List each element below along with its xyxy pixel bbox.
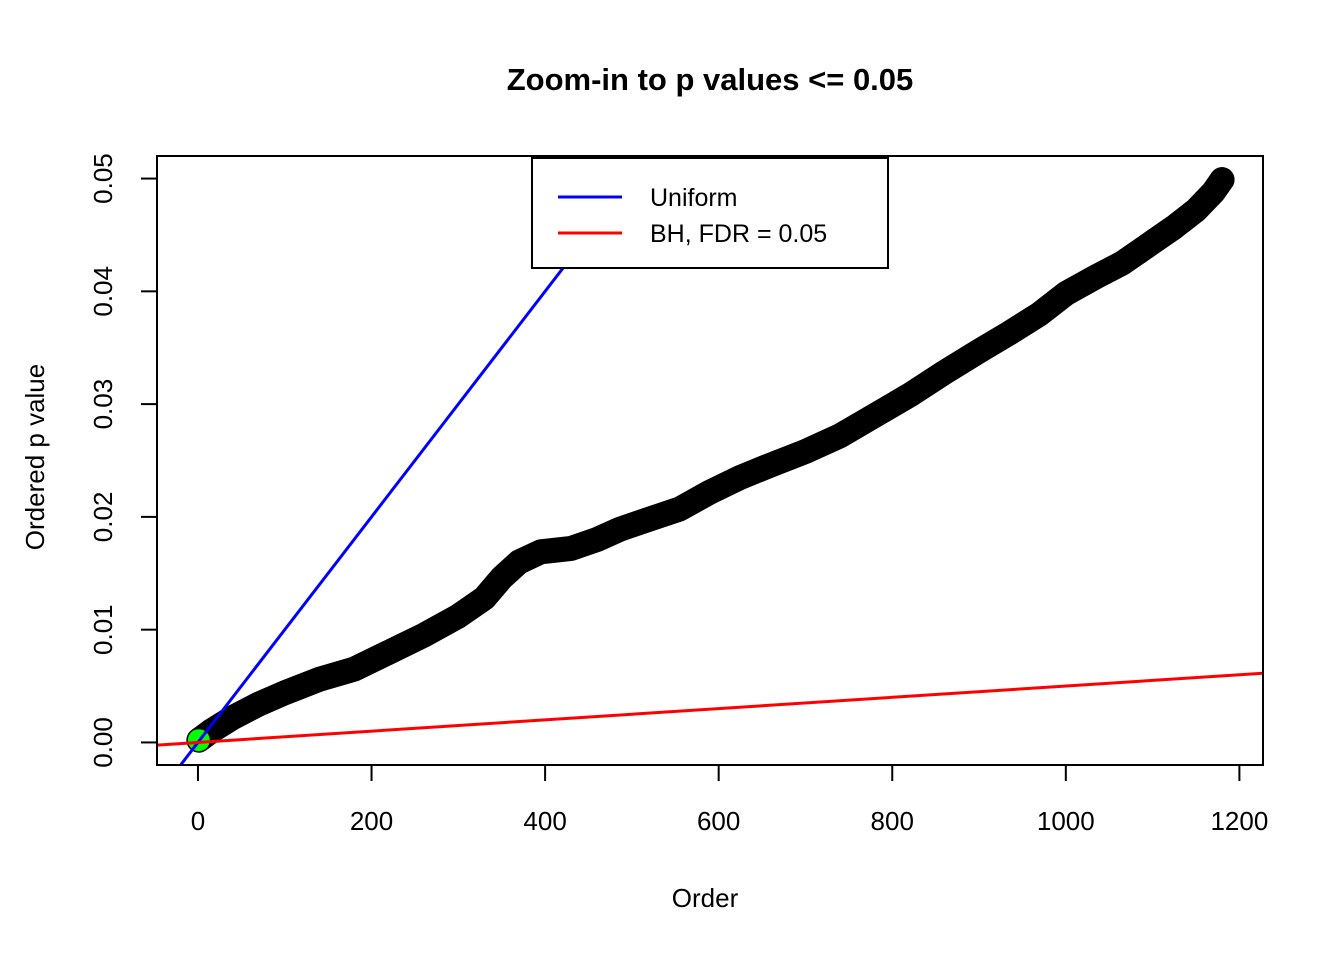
- ordered-p-values-curve: [186, 167, 1235, 753]
- y-tick-label: 0.00: [88, 717, 118, 768]
- bh-threshold-line: [157, 671, 1263, 747]
- last-p-value-point: [1209, 167, 1235, 193]
- y-axis-title: Ordered p value: [20, 364, 50, 550]
- uniform-reference-segment: [178, 156, 652, 765]
- uniform-reference-line: [178, 156, 652, 765]
- y-tick-label: 0.01: [88, 604, 118, 655]
- legend: Uniform BH, FDR = 0.05: [531, 157, 889, 269]
- legend-uniform-label: Uniform: [650, 184, 738, 212]
- x-tick-label: 400: [523, 806, 566, 836]
- y-tick-label: 0.04: [88, 266, 118, 317]
- x-tick-label: 800: [871, 806, 914, 836]
- x-tick-label: 600: [697, 806, 740, 836]
- chart-title: Zoom-in to p values <= 0.05: [507, 62, 914, 97]
- plot-border: [156, 155, 1264, 766]
- legend-box: [531, 157, 889, 269]
- x-tick-label: 1200: [1210, 806, 1268, 836]
- y-tick-label: 0.02: [88, 492, 118, 543]
- x-axis: 0 200 400 600 800 1000 1200: [191, 765, 1268, 836]
- y-tick-label: 0.03: [88, 379, 118, 430]
- bh-threshold-segment: [157, 671, 1263, 747]
- p-value-points-band: [186, 167, 1235, 753]
- y-tick-label: 0.05: [88, 153, 118, 204]
- x-tick-label: 0: [191, 806, 205, 836]
- x-axis-title: Order: [672, 883, 739, 913]
- legend-bh-label: BH, FDR = 0.05: [650, 220, 827, 248]
- x-tick-label: 200: [350, 806, 393, 836]
- y-axis: 0.00 0.01 0.02 0.03 0.04 0.05: [88, 153, 157, 768]
- x-tick-label: 1000: [1037, 806, 1095, 836]
